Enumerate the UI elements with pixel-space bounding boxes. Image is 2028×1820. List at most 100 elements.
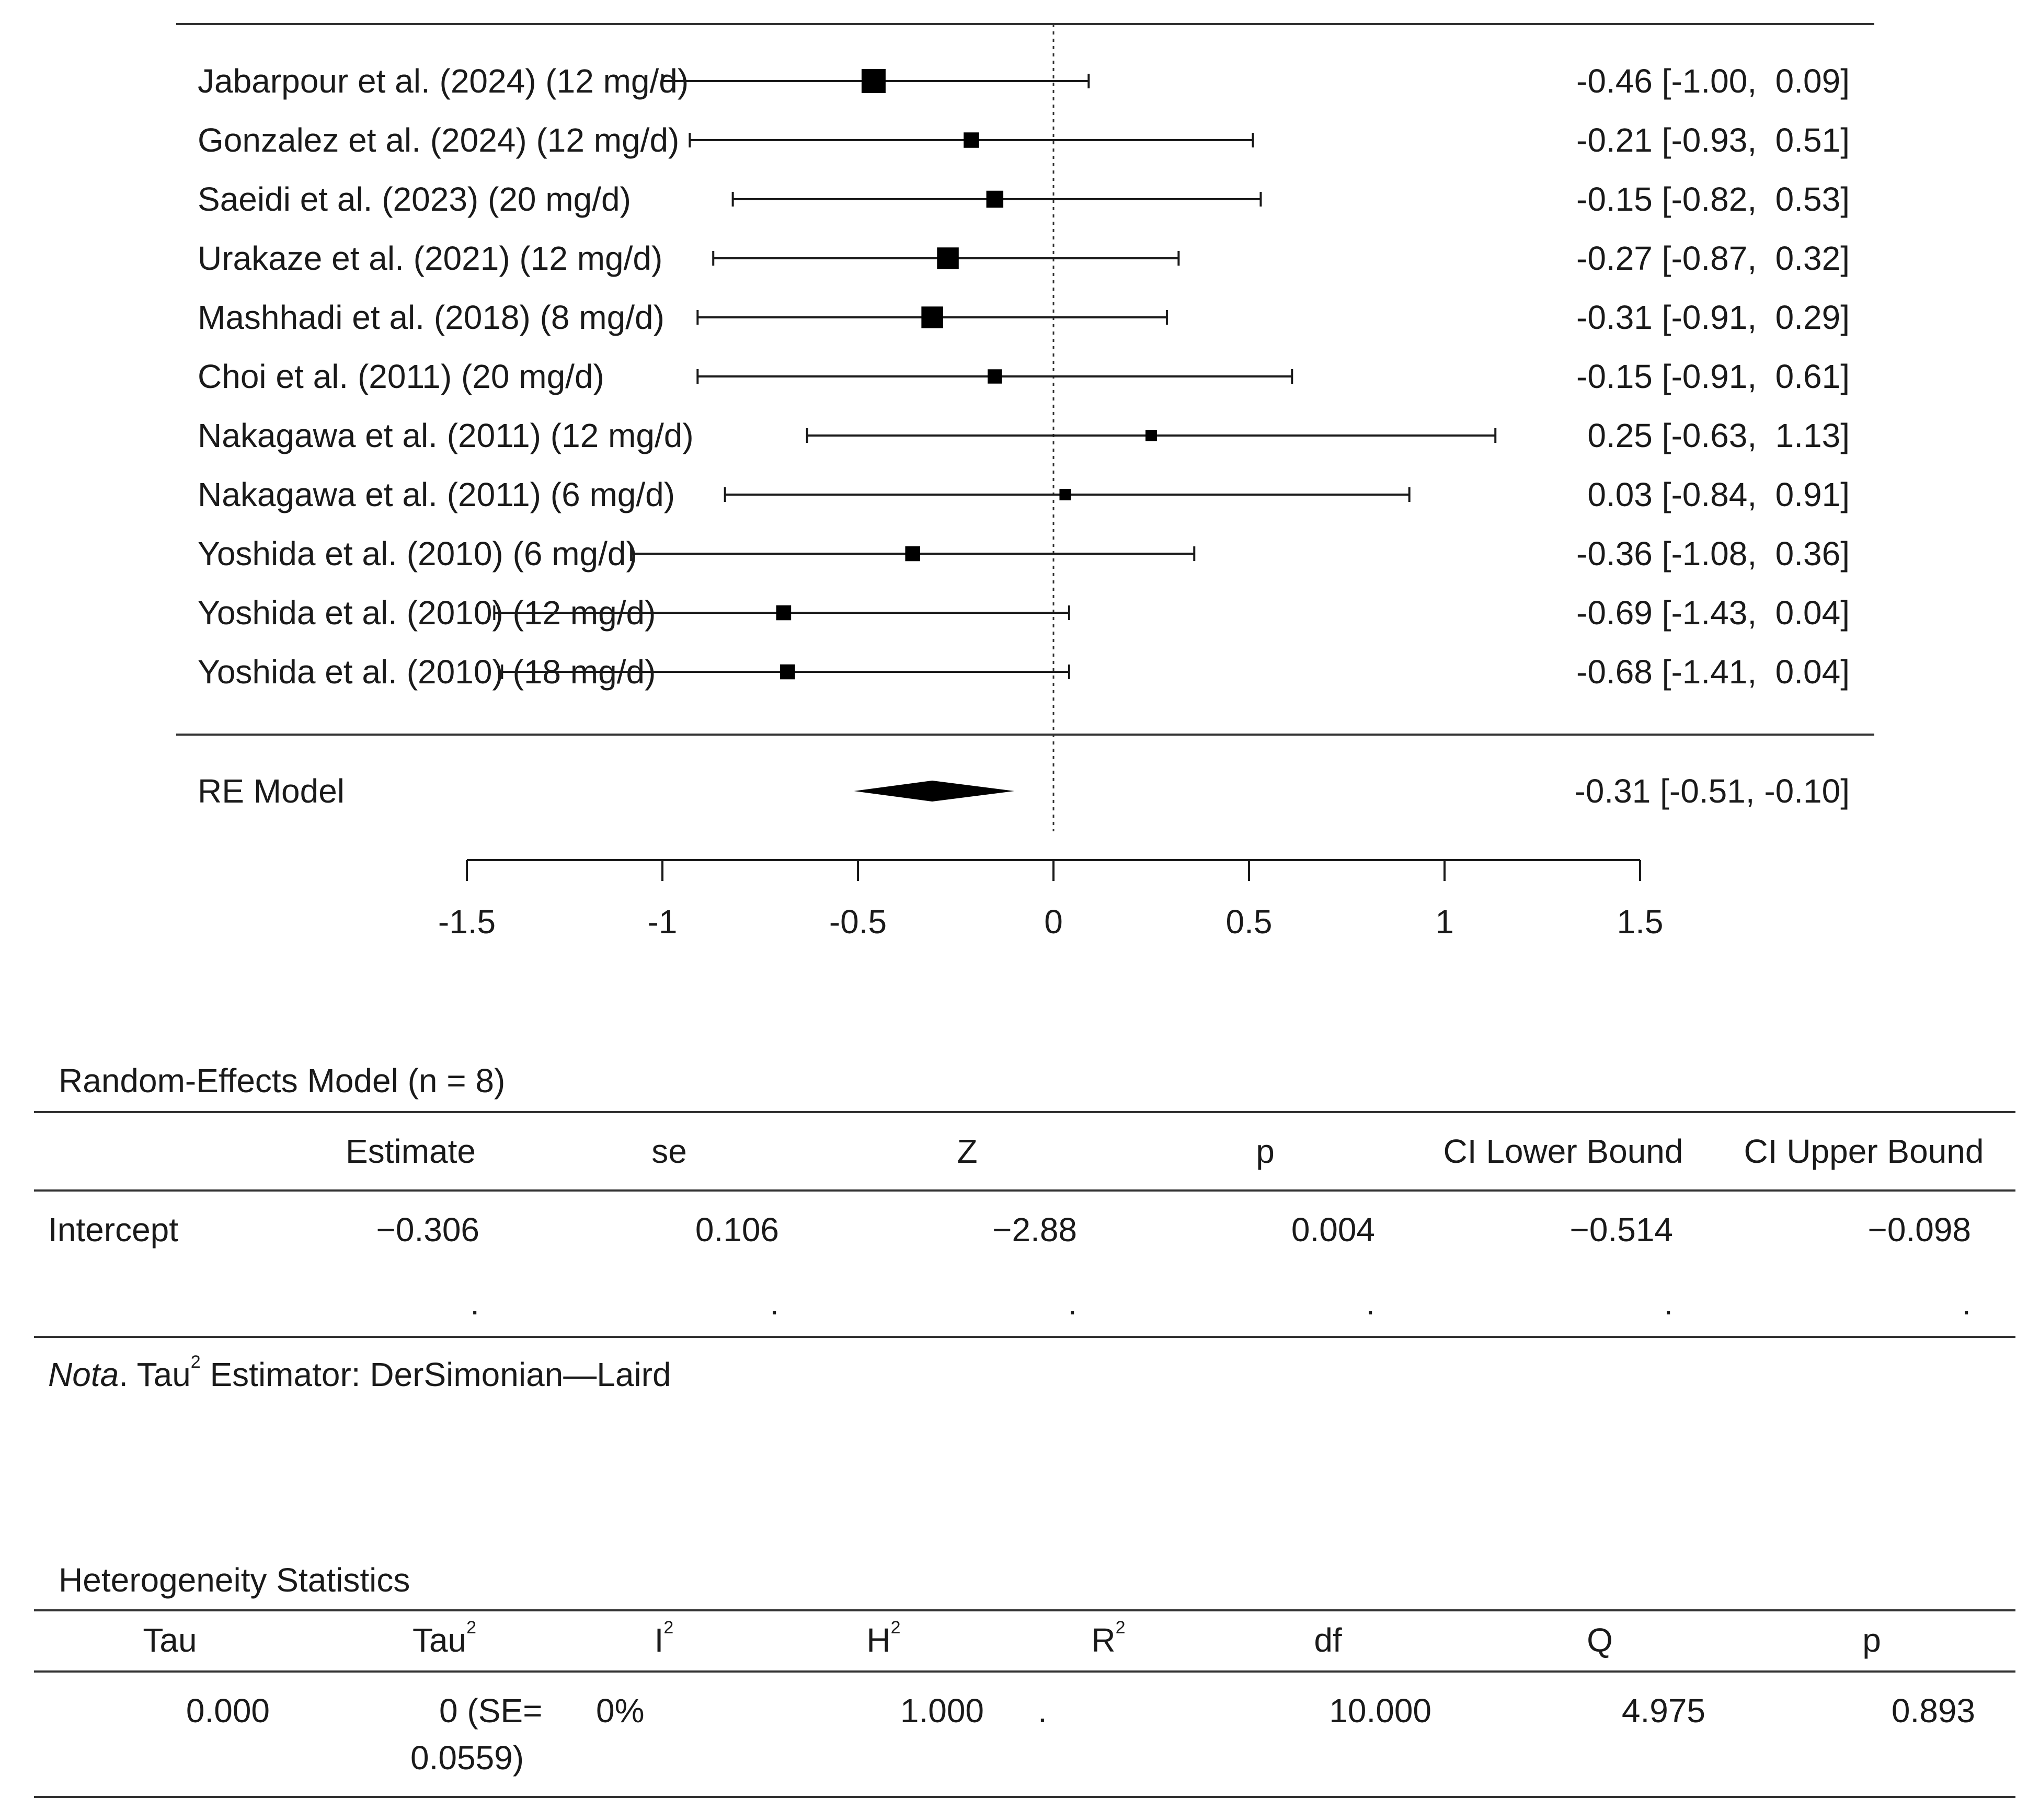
re-table-title: Random-Effects Model (n = 8)	[59, 1062, 506, 1100]
study-row: Urakaze et al. (2021) (12 mg/d) -0.27 [-0…	[198, 239, 1850, 277]
het-q-value: 4.975	[1621, 1692, 1705, 1730]
study-row: Yoshida et al. (2010) (6 mg/d) -0.36 [-1.…	[198, 535, 1850, 573]
re-se-value: 0.106	[695, 1211, 779, 1249]
study-label: Nakagawa et al. (2011) (6 mg/d)	[198, 476, 675, 513]
estimate-ci-text: -0.27 [-0.87, 0.32]	[1576, 239, 1850, 277]
estimate-ci-text: -0.31 [-0.91, 0.29]	[1576, 299, 1850, 336]
het-table-header-rule	[34, 1670, 2015, 1673]
point-estimate	[937, 247, 959, 269]
het-header-r2: R2	[1091, 1618, 1126, 1659]
point-estimate	[861, 69, 886, 93]
re-z-value: −2.88	[992, 1211, 1077, 1249]
het-tau2-se-value: 0.0559)	[410, 1739, 524, 1777]
re-ci-lower-value: −0.514	[1569, 1211, 1673, 1249]
het-tau2-value: 0 (SE=	[439, 1692, 543, 1730]
study-row: Choi et al. (2011) (20 mg/d) -0.15 [-0.91…	[198, 358, 1850, 395]
point-estimate	[1059, 489, 1071, 500]
re-p-value: 0.004	[1291, 1211, 1375, 1249]
x-tick-label: -0.5	[829, 903, 887, 941]
het-header-i2: I2	[654, 1618, 674, 1659]
het-header-df: df	[1314, 1621, 1342, 1659]
point-estimate	[964, 132, 979, 148]
study-row: Nakagawa et al. (2011) (12 mg/d) 0.25 [-0…	[198, 417, 1850, 454]
x-tick-label: -1.5	[438, 903, 496, 941]
re-table-note: Nota. Tau2 Estimator: DerSimonian—Laird	[48, 1352, 671, 1394]
estimate-ci-text: -0.69 [-1.43, 0.04]	[1576, 594, 1850, 632]
point-estimate	[1145, 430, 1157, 441]
het-table-bottom-rule	[34, 1796, 2015, 1798]
het-header-p: p	[1862, 1621, 1881, 1659]
het-header-h2: H2	[866, 1618, 901, 1659]
re-dot: .	[1068, 1284, 1077, 1322]
het-table-title: Heterogeneity Statistics	[59, 1561, 410, 1599]
re-dot: .	[470, 1284, 479, 1322]
estimate-ci-text: -0.21 [-0.93, 0.51]	[1576, 121, 1850, 159]
study-label: Saeidi et al. (2023) (20 mg/d)	[198, 180, 631, 218]
estimate-ci-text: 0.25 [-0.63, 1.13]	[1587, 417, 1850, 454]
re-header-ci-lower: CI Lower Bound	[1443, 1132, 1683, 1170]
note-text: . Tau	[119, 1356, 191, 1393]
study-row: Saeidi et al. (2023) (20 mg/d) -0.15 [-0.…	[198, 180, 1850, 218]
estimate-ci-text: -0.36 [-1.08, 0.36]	[1576, 535, 1850, 573]
re-table-top-rule	[34, 1111, 2015, 1113]
estimate-ci-text: -0.15 [-0.91, 0.61]	[1576, 358, 1850, 395]
point-estimate	[986, 190, 1004, 208]
forest-plot: Jabarpour et al. (2024) (12 mg/d) -0.46 […	[176, 23, 1874, 941]
het-table-top-rule	[34, 1609, 2015, 1611]
note-rest: Estimator: DerSimonian—Laird	[200, 1356, 671, 1393]
note-label: Nota	[48, 1356, 119, 1393]
x-tick-label: 1	[1435, 903, 1454, 941]
x-tick-label: 1.5	[1617, 903, 1664, 941]
study-label: Nakagawa et al. (2011) (12 mg/d)	[198, 417, 694, 454]
het-r2-value: .	[1038, 1692, 1047, 1730]
het-h2-value: 1.000	[900, 1692, 984, 1730]
study-row: Gonzalez et al. (2024) (12 mg/d) -0.21 [-…	[198, 121, 1850, 159]
re-dot: .	[770, 1284, 779, 1322]
re-header-ci-upper: CI Upper Bound	[1744, 1132, 1984, 1170]
study-label: Choi et al. (2011) (20 mg/d)	[198, 358, 604, 395]
study-row: Mashhadi et al. (2018) (8 mg/d) -0.31 [-0…	[198, 299, 1850, 336]
het-header-tau2: Tau2	[412, 1618, 477, 1659]
study-row: Jabarpour et al. (2024) (12 mg/d) -0.46 […	[198, 62, 1850, 100]
summary-diamond	[854, 781, 1015, 802]
estimate-ci-text: -0.15 [-0.82, 0.53]	[1576, 180, 1850, 218]
re-header-p: p	[1256, 1132, 1275, 1170]
point-estimate	[905, 546, 921, 562]
study-label: Urakaze et al. (2021) (12 mg/d)	[198, 239, 662, 277]
re-dot: .	[1962, 1284, 1971, 1322]
re-header-se: se	[651, 1132, 687, 1170]
summary-estimate-text: -0.31 [-0.51, -0.10]	[1574, 772, 1850, 810]
study-label: Gonzalez et al. (2024) (12 mg/d)	[198, 121, 679, 159]
study-label: Yoshida et al. (2010) (6 mg/d)	[198, 535, 637, 573]
re-dot: .	[1664, 1284, 1673, 1322]
summary-row: RE Model -0.31 [-0.51, -0.10]	[198, 772, 1850, 810]
re-table-header-rule	[34, 1189, 2015, 1192]
point-estimate	[988, 369, 1002, 384]
x-tick-label: -1	[648, 903, 678, 941]
re-row-label: Intercept	[48, 1211, 179, 1249]
re-header-estimate: Estimate	[346, 1132, 476, 1170]
re-estimate-value: −0.306	[376, 1211, 479, 1249]
re-ci-upper-value: −0.098	[1867, 1211, 1971, 1249]
re-dot: .	[1366, 1284, 1375, 1322]
het-p-value: 0.893	[1891, 1692, 1975, 1730]
estimate-ci-text: -0.68 [-1.41, 0.04]	[1576, 653, 1850, 691]
study-label: Mashhadi et al. (2018) (8 mg/d)	[198, 299, 664, 336]
x-tick-label: 0	[1044, 903, 1063, 941]
study-rows: Jabarpour et al. (2024) (12 mg/d) -0.46 […	[198, 62, 1850, 691]
estimate-ci-text: 0.03 [-0.84, 0.91]	[1587, 476, 1850, 513]
het-df-value: 10.000	[1329, 1692, 1431, 1730]
study-row: Yoshida et al. (2010) (18 mg/d) -0.68 [-1…	[198, 653, 1850, 691]
point-estimate	[776, 605, 792, 621]
study-label: Jabarpour et al. (2024) (12 mg/d)	[198, 62, 689, 100]
point-estimate	[780, 664, 795, 680]
note-sup: 2	[190, 1352, 201, 1372]
point-estimate	[921, 306, 943, 328]
het-i2-value: 0%	[596, 1692, 645, 1730]
estimate-ci-text: -0.46 [-1.00, 0.09]	[1576, 62, 1850, 100]
x-tick-label: 0.5	[1226, 903, 1273, 941]
study-row: Yoshida et al. (2010) (12 mg/d) -0.69 [-1…	[198, 594, 1850, 632]
re-header-z: Z	[957, 1132, 978, 1170]
summary-label: RE Model	[198, 772, 345, 810]
het-header-q: Q	[1587, 1621, 1613, 1659]
